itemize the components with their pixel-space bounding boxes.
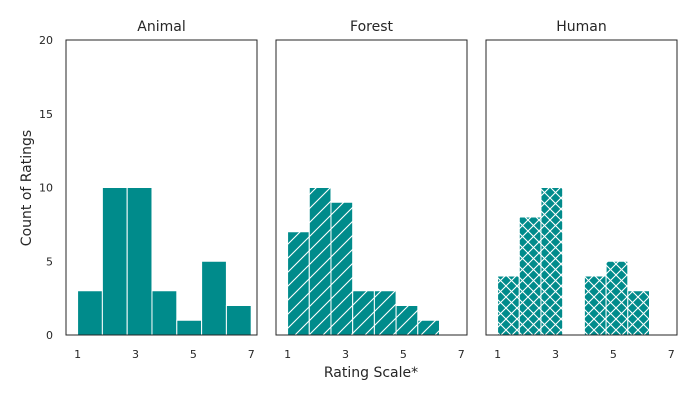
bar-forest-5: [373, 290, 397, 336]
plot-frame-forest: [275, 39, 468, 336]
bar-animal-1: [77, 290, 103, 336]
x-tick-label: 7: [458, 348, 465, 361]
bar-animal-3: [126, 187, 153, 336]
x-axis-label: Rating Scale*: [324, 365, 418, 381]
plot-frame-human: [485, 39, 678, 336]
x-tick-label: 5: [400, 348, 407, 361]
y-tick-label: 0: [46, 329, 53, 342]
panel-human: Human 1 3 5 7: [485, 19, 678, 361]
y-tick-label: 20: [39, 34, 53, 47]
bar-human-5: [583, 275, 607, 336]
y-tick-label: 10: [39, 182, 53, 195]
y-axis-label: Count of Ratings: [19, 130, 35, 246]
x-tick-label: 7: [248, 348, 255, 361]
bar-animal-4: [151, 290, 178, 336]
bar-animal-5: [176, 319, 203, 336]
bar-forest-4: [352, 290, 375, 336]
panel-title: Animal: [137, 19, 185, 35]
x-tick-label: 1: [284, 348, 291, 361]
x-tick-label: 1: [494, 348, 501, 361]
x-tick-label: 1: [74, 348, 81, 361]
x-tick-label: 3: [552, 348, 559, 361]
panel-title: Forest: [350, 19, 393, 35]
bar-forest-3: [330, 201, 354, 336]
x-tick-label: 7: [668, 348, 675, 361]
panel-forest: Forest 1 3 5 7: [275, 19, 468, 361]
x-tick-label: 3: [132, 348, 139, 361]
bar-forest-7: [417, 319, 440, 336]
plot-frame-animal: [65, 39, 258, 336]
bar-forest-2: [308, 187, 332, 336]
bar-human-7: [627, 290, 650, 336]
x-tick-label: 3: [342, 348, 349, 361]
panel-title: Human: [556, 19, 607, 35]
bar-human-6: [605, 260, 629, 336]
bar-human-2: [518, 216, 542, 336]
panel-animal: Animal 1 3 5 7 0 5 10 15 20: [39, 19, 258, 361]
bar-human-1: [497, 275, 520, 336]
y-tick-label: 15: [39, 108, 53, 121]
y-tick-label: 5: [46, 255, 53, 268]
bar-animal-6: [201, 260, 227, 336]
bar-forest-6: [395, 305, 419, 336]
bar-animal-2: [101, 187, 128, 336]
bar-animal-7: [225, 305, 252, 336]
bar-forest-1: [287, 231, 310, 336]
x-tick-label: 5: [610, 348, 617, 361]
x-tick-label: 5: [190, 348, 197, 361]
bar-human-3: [540, 187, 564, 336]
